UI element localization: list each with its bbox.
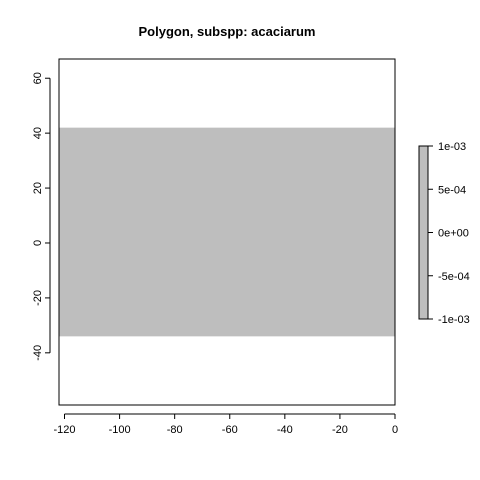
x-tick-label: -100 (109, 424, 131, 436)
legend-tick-label: 0e+00 (438, 228, 469, 240)
legend: 1e-03 5e-04 0e+00 -5e-04 -1e-03 (418, 141, 470, 326)
y-tick-label: 20 (32, 182, 44, 194)
x-tick-label: -60 (222, 424, 238, 436)
y-tick-label: 60 (32, 72, 44, 84)
x-tick-label: -40 (277, 424, 293, 436)
legend-tick-label: -1e-03 (438, 314, 470, 326)
legend-tick-label: -5e-04 (438, 271, 470, 283)
legend-tick-label: 5e-04 (438, 184, 466, 196)
y-tick-label: 0 (32, 240, 44, 246)
y-tick-label: -40 (32, 345, 44, 361)
legend-tick-label: 1e-03 (438, 141, 466, 153)
x-tick-label: -80 (167, 424, 183, 436)
legend-colorbar (418, 145, 429, 320)
y-tick-label: 40 (32, 127, 44, 139)
raster-layer (59, 127, 395, 337)
plot-frame (58, 58, 396, 406)
raster-cell (59, 127, 395, 337)
x-tick-label: 0 (392, 424, 398, 436)
x-axis: -120 -100 -80 -60 -40 -20 0 (53, 413, 398, 436)
chart-title: Polygon, subspp: acaciarum (139, 24, 316, 39)
x-tick-label: -20 (332, 424, 348, 436)
x-tick-label: -120 (53, 424, 75, 436)
y-axis: -40 -20 0 20 40 60 (32, 72, 51, 361)
y-tick-label: -20 (32, 290, 44, 306)
